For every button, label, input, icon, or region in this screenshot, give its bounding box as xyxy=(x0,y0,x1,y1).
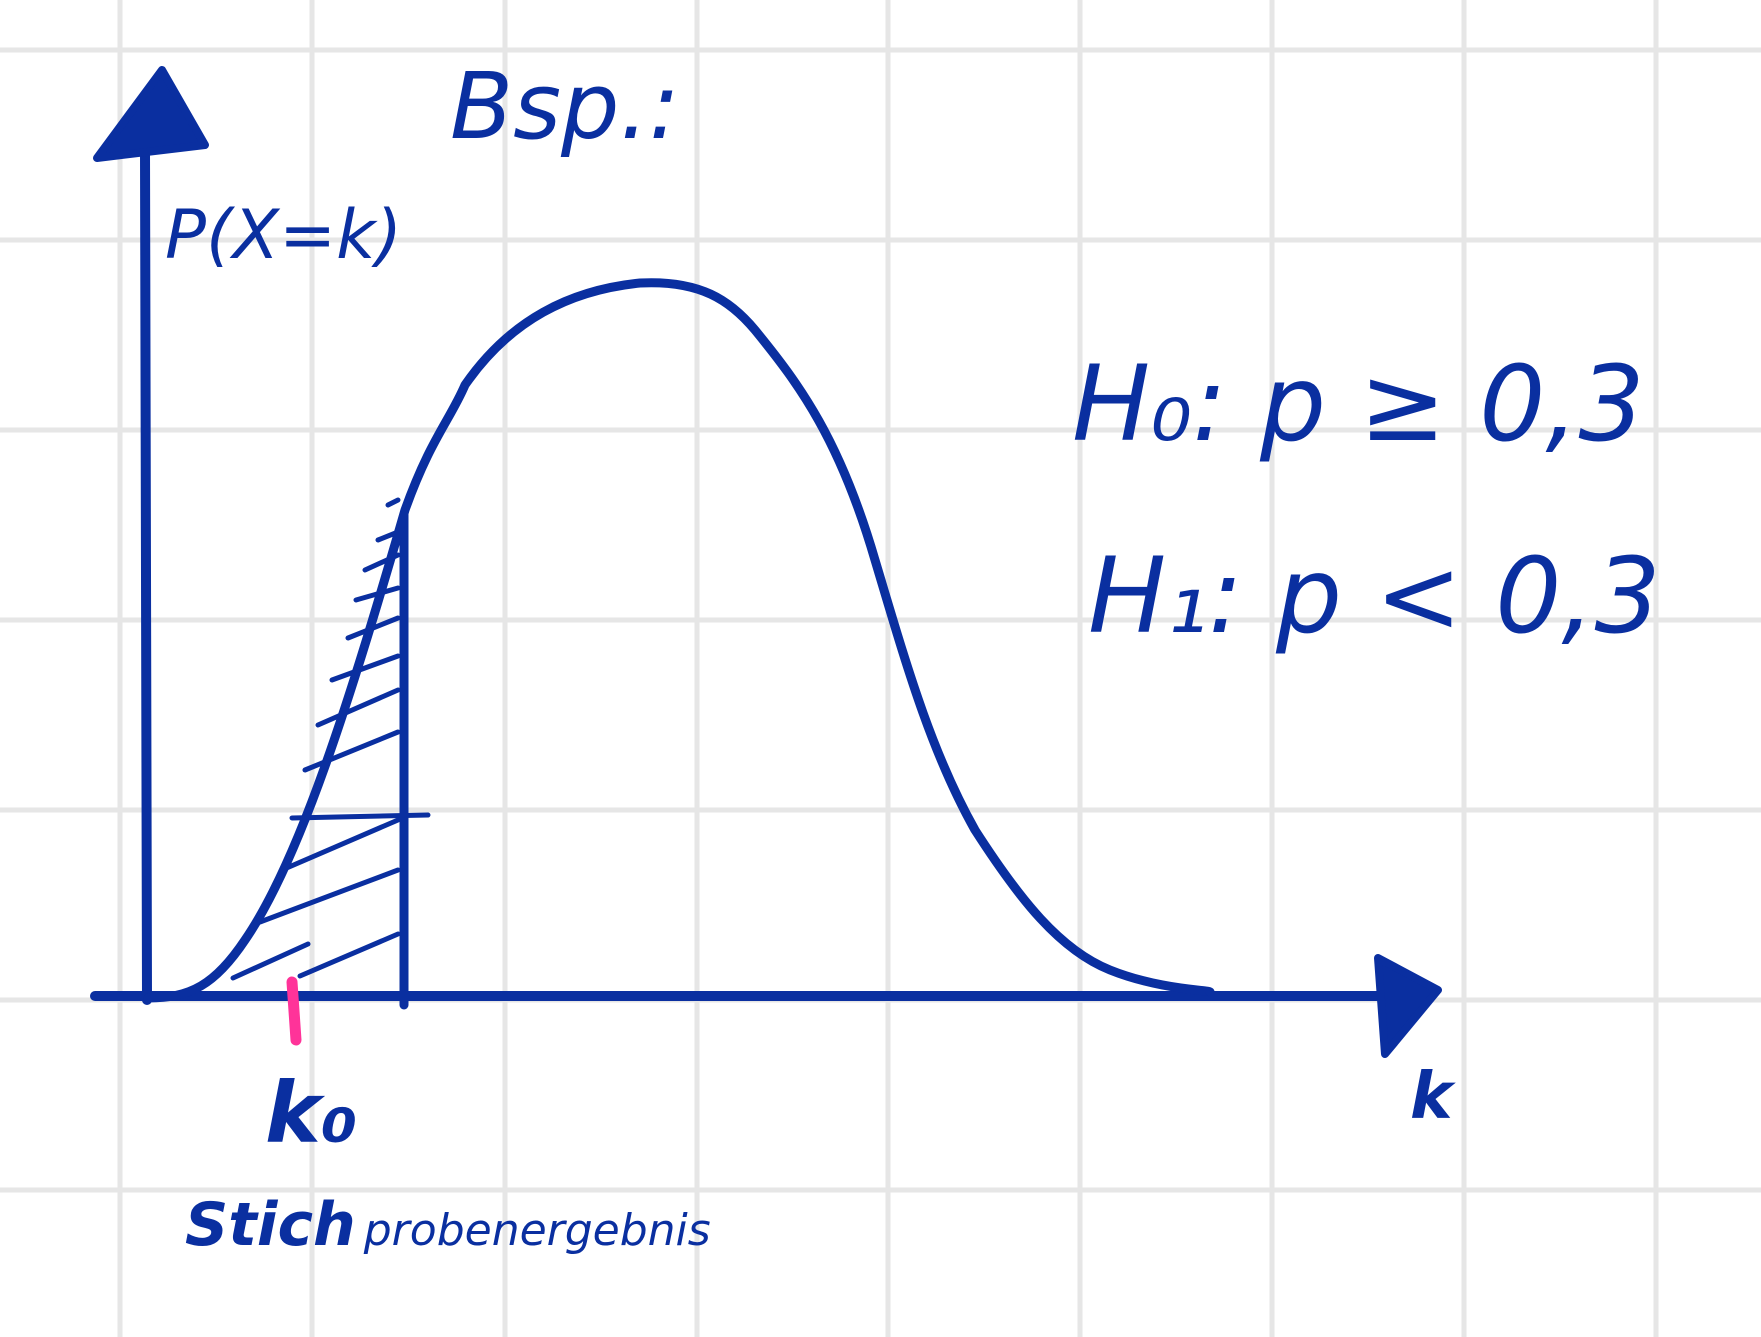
marker-label: k₀ xyxy=(265,1064,358,1162)
x-axis-label: k xyxy=(1410,1060,1456,1134)
caption-bold: Stich xyxy=(185,1190,356,1260)
sample-result-marker xyxy=(286,976,302,1046)
bell-curve-icon xyxy=(143,278,1215,1003)
page-title: Bsp.: xyxy=(450,53,680,160)
x-axis xyxy=(90,954,1442,1058)
y-axis-label: P(X=k) xyxy=(165,196,402,275)
caption: Stich probenergebnis xyxy=(185,1190,711,1260)
y-axis-line xyxy=(140,145,152,1005)
hypothesis-h0: H₀: p ≥ 0,3 xyxy=(1072,343,1645,465)
caption-rest: probenergebnis xyxy=(363,1205,711,1256)
x-axis-arrowhead-icon xyxy=(1374,954,1442,1058)
y-axis xyxy=(93,66,209,1005)
y-axis-arrowhead-icon xyxy=(93,66,209,162)
hatched-rejection-region-icon xyxy=(230,497,431,981)
hypothesis-h1: H₁: p < 0,3 xyxy=(1088,535,1661,657)
